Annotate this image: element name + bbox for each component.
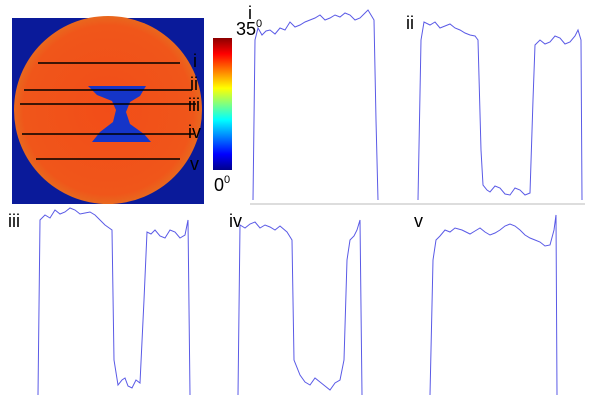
panel-label: v — [414, 211, 423, 231]
thermal-image: i ii iii iv v — [12, 16, 204, 204]
line-label: v — [190, 154, 199, 174]
line-label: iii — [188, 95, 200, 115]
profile-line — [253, 10, 378, 200]
line-label: i — [193, 51, 197, 71]
profile-line — [430, 215, 557, 395]
profile-line — [418, 22, 582, 200]
line-label: ii — [190, 74, 198, 94]
profile-line — [38, 208, 190, 395]
line-label: iv — [188, 122, 201, 142]
colorbar-max-unit: 0 — [256, 18, 262, 30]
colorbar-min: 00 — [214, 174, 230, 195]
disc — [14, 16, 202, 204]
colorbar-min-value: 0 — [214, 175, 224, 195]
figure: i ii iii iv v 350 00 i ii iii iv v — [0, 0, 592, 395]
profile-line — [238, 220, 362, 395]
panel-label: iii — [8, 211, 20, 231]
colorbar-min-unit: 0 — [224, 174, 230, 186]
colorbar-scale — [213, 38, 232, 170]
panel-label: i — [248, 3, 252, 23]
panel-label: ii — [406, 13, 414, 33]
colorbar-max-value: 35 — [236, 19, 256, 39]
